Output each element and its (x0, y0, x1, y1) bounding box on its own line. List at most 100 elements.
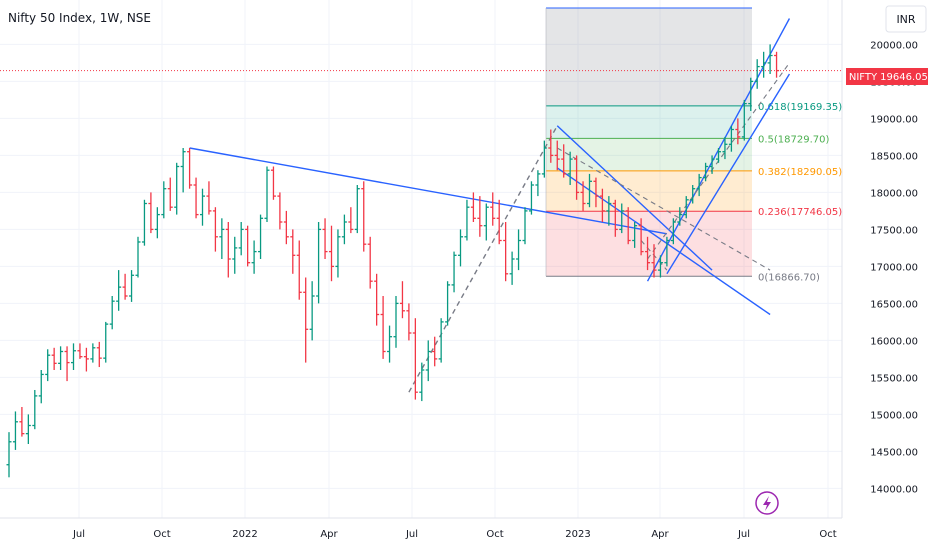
ohlc-bar (25, 414, 31, 444)
ohlc-bar (303, 277, 309, 363)
fib-zone-0 (546, 211, 752, 277)
falling-channel-top (556, 125, 713, 271)
ohlc-bar (548, 129, 554, 163)
y-tick-label: 18000.00 (870, 188, 918, 199)
y-tick-label: 16500.00 (870, 299, 918, 310)
ohlc-bar (399, 281, 405, 319)
fib-label-0.618: 0.618(19169.35) (758, 102, 842, 113)
y-tick-label: 18500.00 (870, 151, 918, 162)
y-tick-label: 17500.00 (870, 225, 918, 236)
ohlc-bar (367, 236, 373, 289)
y-tick-label: 15000.00 (870, 410, 918, 421)
ohlc-bar (212, 207, 218, 252)
ohlc-bar (387, 325, 393, 363)
y-tick-label: 14500.00 (870, 447, 918, 458)
ohlc-bar (503, 222, 509, 282)
falling-channel-mid (556, 147, 771, 271)
y-tick-label: 19000.00 (870, 114, 918, 125)
ohlc-bar (116, 270, 122, 311)
x-tick-label: 2022 (232, 529, 257, 540)
ohlc-bar (225, 222, 231, 278)
ohlc-bar (412, 318, 418, 400)
ohlc-bar (451, 251, 457, 293)
x-tick-label: 2023 (565, 529, 590, 540)
ohlc-bar (135, 236, 141, 278)
ohlc-bar (535, 170, 541, 197)
ohlc-bar (283, 210, 289, 245)
currency-label: INR (896, 13, 915, 26)
ohlc-bar (670, 218, 676, 245)
currency-button[interactable] (885, 5, 927, 33)
ohlc-bar (380, 296, 386, 359)
resistance-trendline (189, 147, 668, 235)
ohlc-bar (122, 273, 128, 300)
ohlc-bar (174, 162, 180, 215)
ohlc-bar (516, 229, 522, 271)
ohlc-bars (6, 44, 780, 478)
ohlc-bar (580, 181, 586, 211)
flash-icon[interactable] (755, 491, 779, 515)
ohlc-bar (754, 59, 760, 89)
ohlc-bar (58, 346, 64, 370)
ohlc-bar (167, 177, 173, 211)
ohlc-bar (12, 411, 18, 450)
ohlc-bar (316, 222, 322, 304)
ohlc-bar (432, 336, 438, 367)
ohlc-bar (406, 303, 412, 341)
ohlc-bar (632, 222, 638, 248)
ohlc-bar (445, 281, 451, 326)
ohlc-bar (290, 229, 296, 274)
ohlc-bar (161, 181, 167, 219)
ohlc-bar (180, 148, 186, 193)
ohlc-bar (593, 177, 599, 208)
rising-channel-bottom (666, 73, 791, 275)
ohlc-bar (296, 240, 302, 300)
ohlc-bar (374, 273, 380, 326)
ohlc-bar (464, 199, 470, 241)
x-tick-label: Jul (72, 529, 85, 540)
ohlc-bar (90, 343, 96, 363)
price-label: 19646.05 (880, 72, 928, 83)
grid (0, 0, 842, 518)
ohlc-bar (638, 218, 644, 256)
ohlc-bar (490, 192, 496, 226)
ohlc-bar (193, 177, 199, 219)
x-tick-label: Oct (486, 529, 503, 540)
fib-label-0.236: 0.236(17746.05) (758, 207, 842, 218)
ohlc-bar (329, 225, 334, 282)
ohlc-bar (767, 44, 773, 74)
ohlc-bar (264, 166, 270, 222)
ohlc-bar (32, 389, 38, 430)
ohlc-bar (496, 199, 502, 245)
ohlc-bar (458, 229, 463, 267)
ohlc-bar (541, 140, 547, 178)
ohlc-bar (141, 199, 147, 246)
fib-label-0.5: 0.5(18729.70) (758, 134, 830, 145)
x-tick-label: Apr (651, 529, 669, 540)
ohlc-bar (425, 340, 431, 382)
ohlc-bar (477, 196, 483, 237)
ohlc-bar (625, 207, 631, 245)
x-tick-label: Apr (320, 529, 338, 540)
ohlc-bar (599, 188, 605, 222)
ohlc-bar (83, 347, 89, 372)
ohlc-bar (509, 251, 515, 285)
price-badge (880, 68, 928, 85)
ohlc-bar (258, 214, 264, 259)
fib-zone-0.5 (546, 105, 752, 139)
ohlc-bar (270, 166, 276, 200)
ohlc-bar (696, 173, 702, 197)
axes: 14000.00 14500.00 15000.00 15500.00 16000.00… (0, 0, 918, 540)
fib-label-0.382: 0.382(18290.05) (758, 167, 842, 178)
ohlc-bar (77, 343, 83, 359)
ohlc-bar (322, 218, 328, 259)
x-tick-label: Jul (405, 529, 418, 540)
ohlc-bar (722, 136, 728, 160)
x-tick-label: Jul (737, 529, 750, 540)
ohlc-bar (645, 236, 651, 271)
ohlc-bar (470, 192, 476, 222)
y-tick-label: 15500.00 (870, 373, 918, 384)
ohlc-bar (245, 225, 251, 267)
fibonacci-retracement[interactable]: 0(16866.70) 0.236(17746.05) 0.382(18290.05… (545, 7, 842, 283)
